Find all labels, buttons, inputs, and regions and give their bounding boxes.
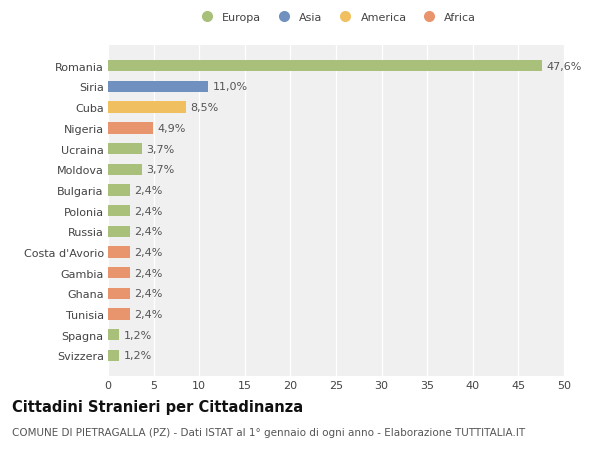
- Text: 2,4%: 2,4%: [134, 268, 163, 278]
- Bar: [108, 61, 542, 72]
- Text: 2,4%: 2,4%: [134, 309, 163, 319]
- Text: 2,4%: 2,4%: [134, 227, 163, 237]
- Bar: [108, 226, 130, 237]
- Bar: [108, 164, 142, 175]
- Text: 3,7%: 3,7%: [146, 144, 175, 154]
- Text: 2,4%: 2,4%: [134, 185, 163, 196]
- Bar: [108, 309, 130, 320]
- Bar: [108, 82, 208, 93]
- Bar: [108, 123, 152, 134]
- Bar: [108, 144, 142, 155]
- Bar: [108, 268, 130, 279]
- Legend: Europa, Asia, America, Africa: Europa, Asia, America, Africa: [191, 8, 481, 28]
- Text: 3,7%: 3,7%: [146, 165, 175, 175]
- Text: 1,2%: 1,2%: [124, 351, 152, 361]
- Bar: [108, 247, 130, 258]
- Bar: [108, 330, 119, 341]
- Text: 1,2%: 1,2%: [124, 330, 152, 340]
- Text: 47,6%: 47,6%: [547, 62, 582, 72]
- Bar: [108, 206, 130, 217]
- Bar: [108, 102, 185, 113]
- Text: 2,4%: 2,4%: [134, 206, 163, 216]
- Text: 4,9%: 4,9%: [157, 123, 185, 134]
- Bar: [108, 288, 130, 299]
- Text: 2,4%: 2,4%: [134, 289, 163, 299]
- Text: 2,4%: 2,4%: [134, 247, 163, 257]
- Text: 8,5%: 8,5%: [190, 103, 218, 113]
- Bar: [108, 185, 130, 196]
- Text: COMUNE DI PIETRAGALLA (PZ) - Dati ISTAT al 1° gennaio di ogni anno - Elaborazion: COMUNE DI PIETRAGALLA (PZ) - Dati ISTAT …: [12, 427, 525, 437]
- Text: 11,0%: 11,0%: [213, 82, 248, 92]
- Bar: [108, 350, 119, 361]
- Text: Cittadini Stranieri per Cittadinanza: Cittadini Stranieri per Cittadinanza: [12, 399, 303, 414]
